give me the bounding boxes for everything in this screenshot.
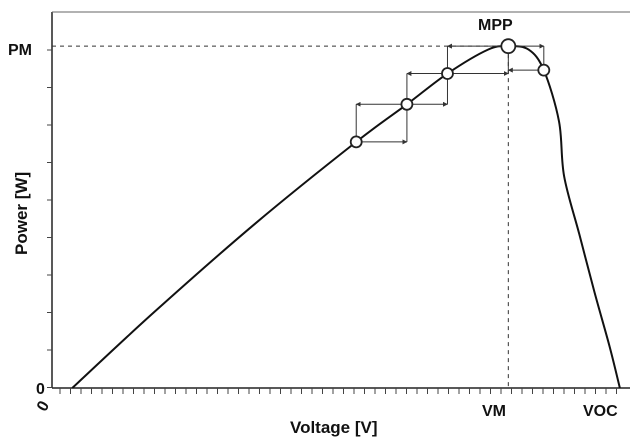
x-origin-label: 0: [34, 398, 53, 414]
y-minor-ticks: [47, 49, 52, 388]
x-tick-label-voc: VOC: [583, 403, 618, 420]
operating-points: [349, 38, 551, 149]
power-curve: [71, 45, 621, 389]
x-tick-label-vm: VM: [482, 403, 506, 420]
x-axis-title: Voltage [V]: [290, 418, 378, 437]
y-origin-label: 0: [36, 381, 45, 398]
x-minor-ticks: [59, 388, 617, 394]
y-axis-title: Power [W]: [12, 172, 31, 255]
operating-point: [441, 67, 454, 80]
operating-point: [537, 63, 551, 77]
operating-point: [400, 97, 414, 111]
annotation-mpp: MPP: [478, 17, 513, 34]
mpp-point: [500, 38, 517, 55]
y-tick-label-pm: PM: [8, 42, 32, 59]
perturb-observe-arrows: [353, 43, 547, 145]
operating-point: [349, 135, 363, 149]
